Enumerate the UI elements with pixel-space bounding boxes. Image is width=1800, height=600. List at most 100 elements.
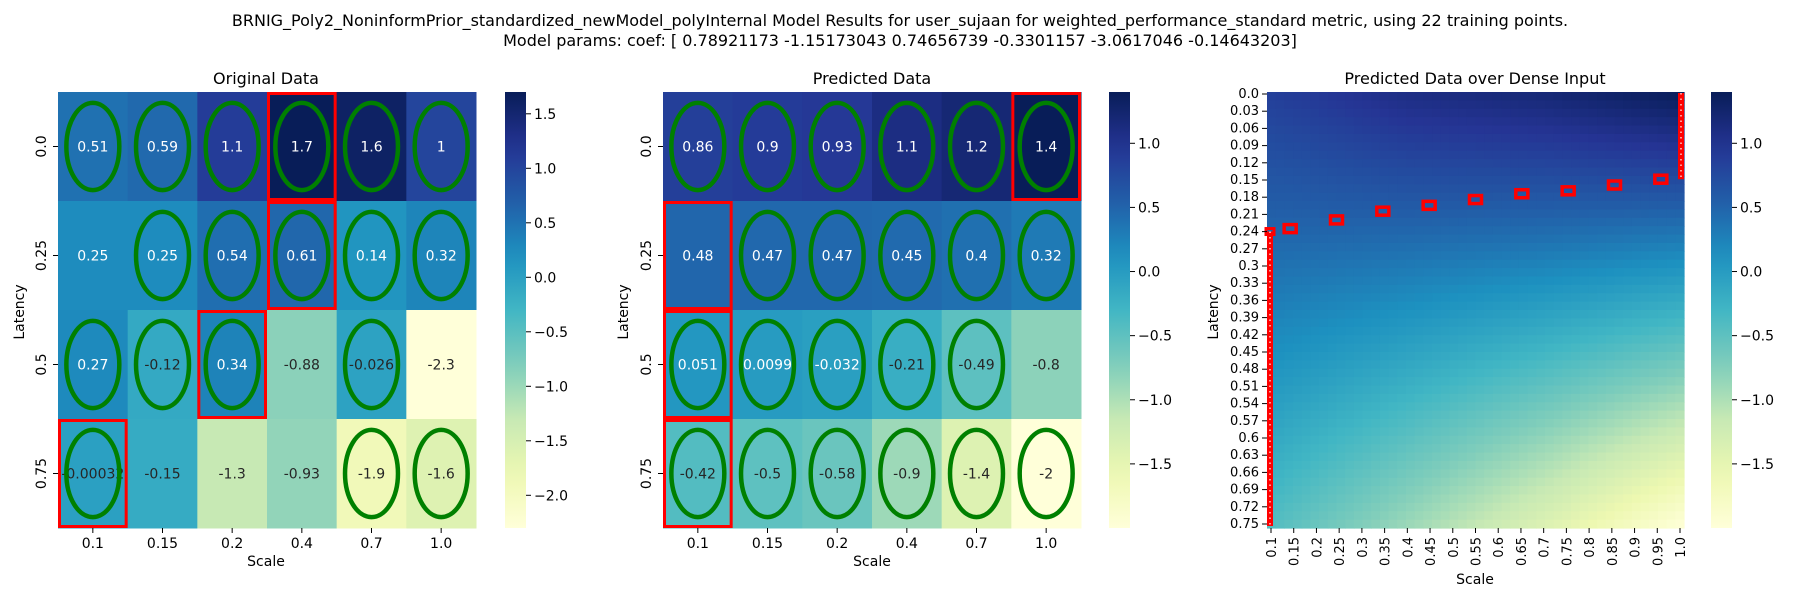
dense-cell (1527, 360, 1537, 370)
dense-cell (1527, 486, 1537, 496)
dense-cell (1301, 192, 1312, 202)
dense-cell (1640, 192, 1650, 202)
dense-highlight-marker (1282, 222, 1298, 235)
dense-cell (1492, 427, 1503, 437)
dense-cell (1545, 150, 1555, 160)
heatmap-cell (127, 201, 198, 311)
cell-annotations-predicted: 0.86 0.9 0.93 1.1 1.2 1.40.48 0.47 0.47 0.45 0.4 0… (678, 140, 1062, 483)
dense-cell (1492, 452, 1503, 462)
dense-cell (1492, 142, 1503, 152)
dense-cell (1475, 142, 1485, 152)
dense-cell (1475, 268, 1485, 278)
dense-cell (1536, 100, 1546, 110)
dense-cell (1423, 125, 1433, 135)
dense-cell (1458, 259, 1468, 269)
dense-cell (1310, 92, 1320, 101)
dense-cell (1449, 100, 1459, 110)
dense-cell (1449, 494, 1459, 504)
dense-cell (1440, 452, 1451, 462)
dense-cell (1345, 293, 1355, 303)
dense-cell (1362, 242, 1372, 252)
dense-cell (1406, 310, 1416, 319)
dense-cell (1631, 108, 1642, 118)
dense-cell (1423, 100, 1433, 110)
dense-cell (1614, 276, 1624, 286)
dense-cell (1510, 108, 1520, 118)
dense-cell (1275, 419, 1285, 428)
dense-cell (1310, 242, 1320, 252)
dense-cell (1345, 108, 1355, 118)
dense-cell (1562, 159, 1572, 169)
dense-cell (1631, 234, 1642, 244)
dense-cell (1657, 410, 1668, 420)
x-tick-label: 1.0 (430, 536, 452, 552)
dense-cell (1492, 519, 1503, 529)
dense-cell (1484, 326, 1494, 336)
dense-cell (1310, 452, 1320, 462)
dense-cell (1657, 318, 1668, 328)
dense-cell (1605, 192, 1616, 202)
dense-cell (1388, 167, 1398, 177)
dense-cell (1432, 477, 1442, 487)
dense-cell (1406, 251, 1416, 261)
dense-cell (1458, 159, 1468, 169)
dense-cell (1553, 142, 1563, 152)
dense-cell (1623, 293, 1633, 303)
dense-cell (1466, 251, 1477, 261)
dense-cell (1353, 377, 1364, 387)
dense-cell (1388, 142, 1398, 152)
dense-cell (1319, 419, 1329, 428)
dense-cell (1579, 385, 1590, 395)
dense-cell (1579, 268, 1590, 278)
dense-cell (1545, 410, 1555, 420)
dense-cell (1518, 175, 1529, 185)
dense-cell (1310, 335, 1320, 345)
dense-cell (1353, 410, 1364, 420)
dense-cell (1284, 410, 1294, 420)
dense-cell (1492, 335, 1503, 345)
dense-cell (1588, 393, 1598, 403)
dense-cell (1362, 385, 1372, 395)
dense-cell (1675, 293, 1685, 303)
dense-cell (1466, 477, 1477, 487)
dense-cell (1371, 92, 1381, 101)
dense-highlight-marker (1560, 185, 1576, 197)
colorbar-tick-label: −0.5 (1740, 329, 1774, 345)
dense-cell (1284, 494, 1294, 504)
training-point-ellipse (203, 100, 261, 193)
colorbar-tick-label: 1.0 (534, 161, 556, 177)
dense-cell (1293, 427, 1303, 437)
dense-cell (1614, 192, 1624, 202)
dense-cell (1657, 268, 1668, 278)
dense-cell (1631, 242, 1642, 252)
dense-cell (1597, 452, 1607, 462)
dense-cell (1562, 377, 1572, 387)
dense-cell (1371, 502, 1381, 512)
dense-highlight-marker (1421, 199, 1437, 212)
dense-cell (1675, 259, 1685, 269)
dense-cell (1388, 326, 1398, 336)
dense-cell (1284, 301, 1294, 311)
y-tick-label: 0.0 (639, 135, 655, 157)
dense-cell (1631, 184, 1642, 194)
dense-cell (1484, 268, 1494, 278)
y-axis-label-dense: Latency (1206, 284, 1222, 339)
heatmap-cell (58, 201, 129, 311)
dense-cell (1301, 477, 1312, 487)
dense-cell (1553, 150, 1563, 160)
dense-cell (1353, 511, 1364, 521)
dense-cell (1675, 494, 1685, 504)
dense-cell (1440, 469, 1451, 479)
dense-cell (1432, 326, 1442, 336)
dense-cell (1458, 284, 1468, 294)
dense-cell (1414, 452, 1424, 462)
heatmap-cell (732, 419, 803, 529)
dense-cell (1379, 234, 1390, 244)
dense-cell (1510, 502, 1520, 512)
dense-cell (1319, 117, 1329, 127)
dense-cell (1614, 486, 1624, 496)
dense-cell (1614, 435, 1624, 445)
dense-cell (1545, 351, 1555, 361)
dense-cell (1397, 234, 1407, 244)
dense-cell (1518, 435, 1529, 445)
